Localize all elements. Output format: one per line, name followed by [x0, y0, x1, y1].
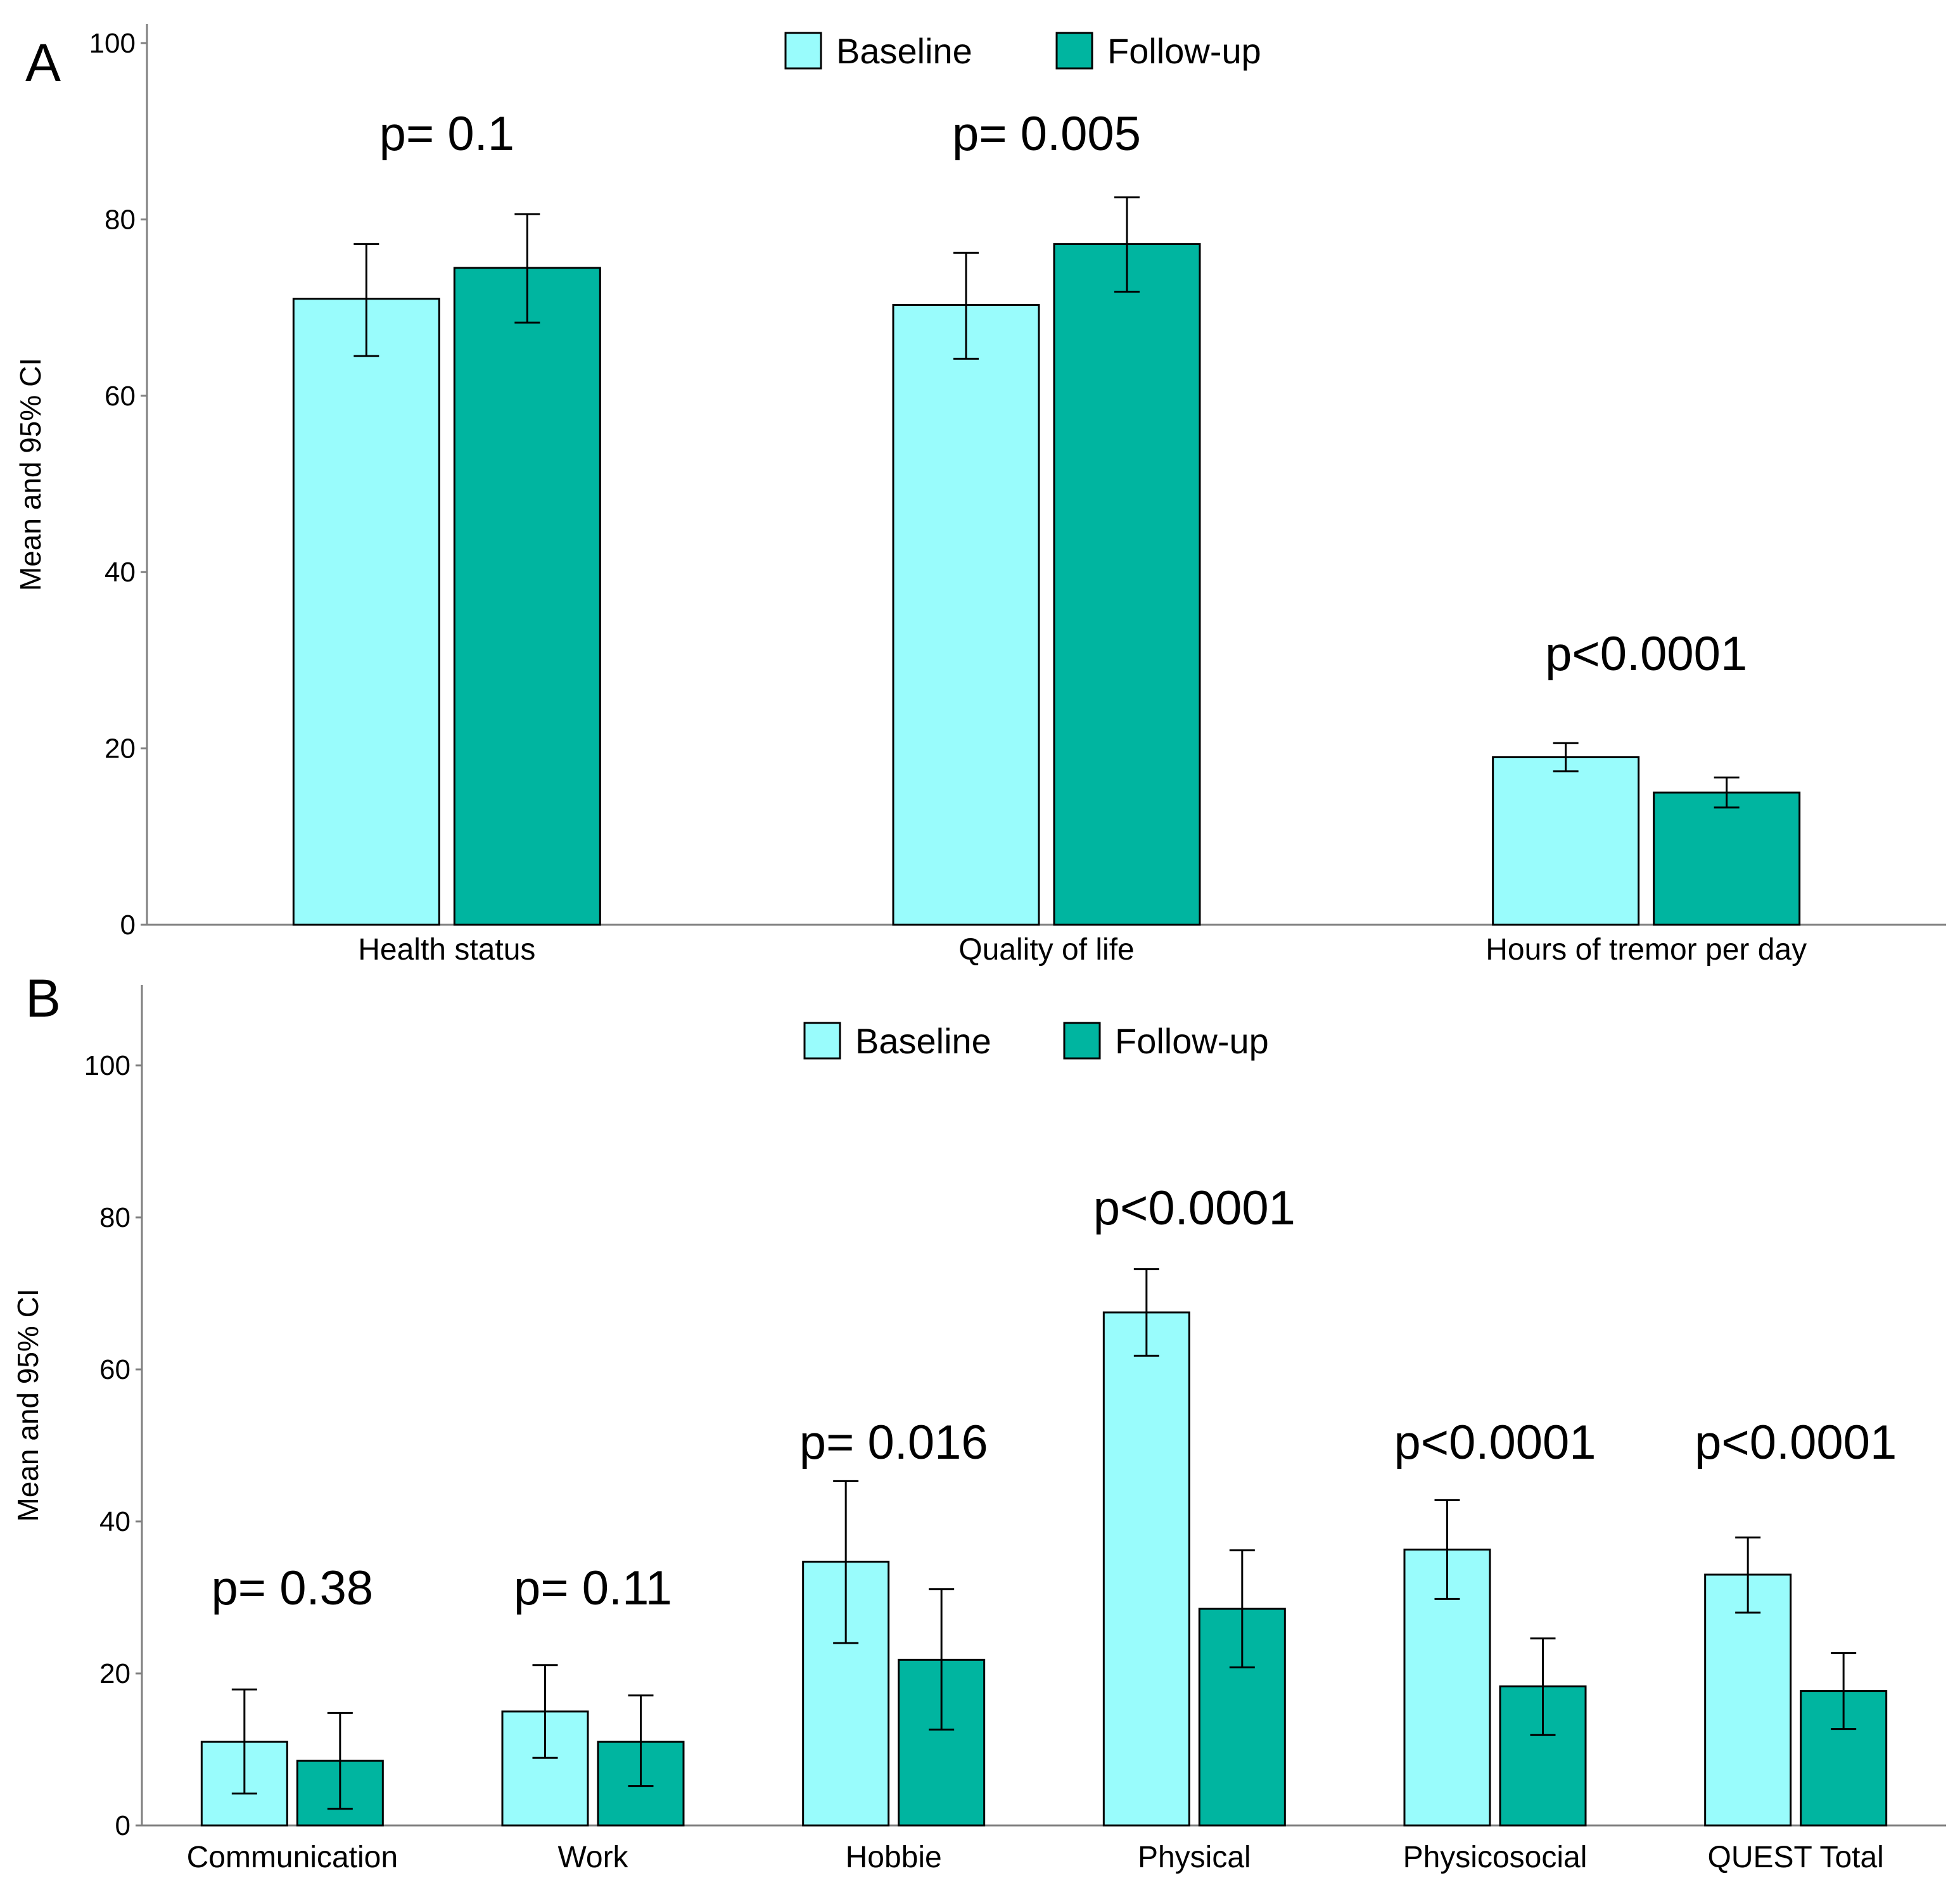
- panel-b-bar-baseline-3: [1102, 1311, 1190, 1827]
- panel-b-y-tick-label-100: 100: [84, 1050, 130, 1081]
- panel-b-category-label-4: Physicosocial: [1403, 1841, 1588, 1874]
- panel-a-error-bar-baseline-2: [1553, 742, 1579, 773]
- panel-a-p-value-0: p= 0.1: [379, 107, 514, 161]
- panel-b-letter: B: [25, 968, 61, 1028]
- panel-a-y-tick-label-20: 20: [105, 733, 136, 765]
- panel-a-y-tick-label-40: 40: [105, 557, 136, 588]
- panel-b-error-bar-followup-5: [1831, 1652, 1857, 1730]
- panel-b-error-bar-baseline-1: [532, 1664, 558, 1759]
- panel-a-y-tick-label-60: 60: [105, 381, 136, 412]
- panel-a-error-bar-baseline-0: [353, 243, 379, 357]
- panel-a-bar-followup-2: [1653, 791, 1801, 926]
- panel-a-bar-baseline-2: [1492, 756, 1640, 926]
- panel-b-y-tick-label-40: 40: [99, 1506, 130, 1537]
- panel-b-legend-label-followup: Follow-up: [1115, 1021, 1269, 1061]
- panel-b-error-bar-baseline-3: [1133, 1268, 1159, 1357]
- panel-a-category-label-1: Quality of life: [958, 933, 1134, 967]
- panel-b-error-bar-followup-1: [628, 1694, 654, 1787]
- panel-b-error-bar-baseline-4: [1434, 1499, 1460, 1600]
- panel-a-legend-label-baseline: Baseline: [836, 31, 972, 71]
- panel-a-p-value-1: p= 0.005: [952, 107, 1141, 161]
- panel-a-bar-baseline-1: [892, 303, 1040, 926]
- panel-a-p-value-2: p<0.0001: [1545, 627, 1747, 681]
- panel-a-y-tick-label-100: 100: [89, 28, 136, 59]
- panel-b-category-label-0: Communication: [187, 1841, 398, 1874]
- panel-b-p-value-0: p= 0.38: [211, 1561, 373, 1615]
- panel-b-p-value-2: p= 0.016: [799, 1416, 988, 1469]
- panel-a-y-axis-label: Mean and 95% CI: [14, 358, 47, 591]
- panel-a-legend-label-followup: Follow-up: [1107, 31, 1261, 71]
- panel-b-p-value-1: p= 0.11: [514, 1561, 672, 1615]
- panel-b-error-bar-followup-0: [327, 1711, 353, 1810]
- panel-b-bar-baseline-5: [1704, 1573, 1792, 1827]
- panel-a-error-bar-followup-0: [514, 213, 540, 324]
- panel-a-chart: A 0 20 40 60 80 100 Mean and 95% CI Baseline Foll…: [14, 24, 1946, 967]
- panel-b-legend-swatch-followup: [1063, 1022, 1101, 1060]
- panel-b-legend-swatch-baseline: [803, 1022, 841, 1060]
- panel-b-p-value-3: p<0.0001: [1093, 1181, 1295, 1235]
- panel-b-legend-label-baseline: Baseline: [855, 1021, 991, 1061]
- panel-b-y-axis-label: Mean and 95% CI: [11, 1288, 44, 1521]
- panel-b-category-label-1: Work: [557, 1841, 628, 1874]
- panel-b-error-bar-baseline-2: [833, 1480, 859, 1644]
- panel-b-error-bar-followup-4: [1530, 1637, 1556, 1736]
- panel-a-bar-baseline-0: [292, 298, 440, 926]
- panel-b-y-tick-label-80: 80: [99, 1202, 130, 1233]
- panel-b-y-tick-label-20: 20: [99, 1658, 130, 1689]
- panel-a-category-label-0: Health status: [358, 933, 535, 967]
- panel-b-error-bar-baseline-0: [231, 1688, 257, 1795]
- panel-a-error-bar-baseline-1: [953, 251, 979, 360]
- panel-a-legend-swatch-followup: [1055, 32, 1093, 70]
- panel-b-error-bar-followup-2: [929, 1588, 955, 1731]
- panel-b-p-value-5: p<0.0001: [1695, 1416, 1897, 1469]
- panel-a-letter: A: [25, 33, 61, 92]
- panel-a-y-tick-label-0: 0: [120, 910, 136, 941]
- panel-a-error-bar-followup-1: [1114, 196, 1140, 293]
- panel-b-error-bar-followup-3: [1229, 1549, 1255, 1668]
- panel-b-y-tick-label-0: 0: [115, 1810, 130, 1841]
- panel-a-y-tick-label-80: 80: [105, 204, 136, 235]
- panel-b-p-value-4: p<0.0001: [1394, 1416, 1596, 1469]
- panel-b-category-label-2: Hobbie: [846, 1841, 942, 1874]
- panel-b-y-tick-label-60: 60: [99, 1354, 130, 1385]
- panel-b-category-label-3: Physical: [1138, 1841, 1251, 1874]
- panel-b-chart: B 0 20 40 60 80 100 Mean and 95% CI Baseline Foll…: [11, 968, 1946, 1874]
- panel-a-legend-swatch-baseline: [784, 32, 822, 70]
- panel-a-bar-followup-1: [1053, 243, 1201, 926]
- panel-a-category-label-2: Hours of tremor per day: [1486, 933, 1807, 967]
- panel-a-bar-followup-0: [453, 267, 601, 926]
- panel-a-error-bar-followup-2: [1714, 777, 1740, 809]
- panel-b-category-label-5: QUEST Total: [1707, 1841, 1883, 1874]
- panel-b-error-bar-baseline-5: [1735, 1536, 1761, 1614]
